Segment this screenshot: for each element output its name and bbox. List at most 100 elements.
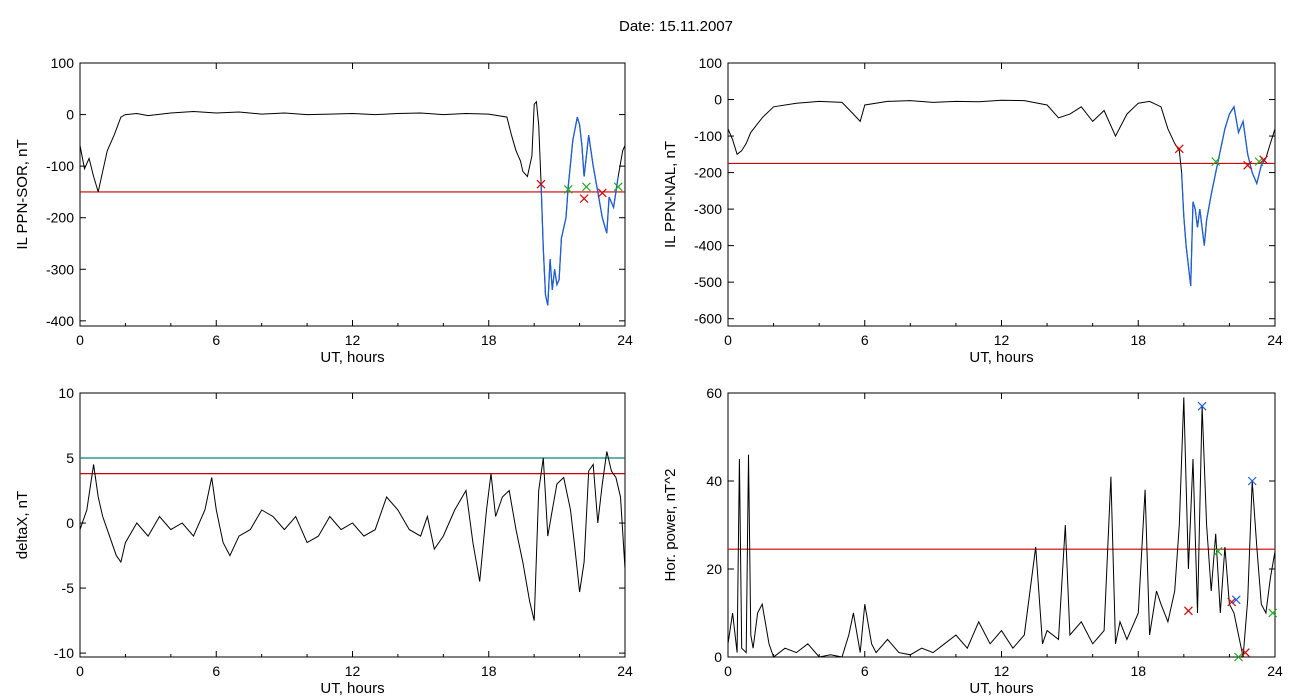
marker-stroke xyxy=(1254,157,1264,167)
plot-frame xyxy=(79,392,626,658)
marker-green xyxy=(581,182,591,192)
marker-stroke xyxy=(1243,160,1253,170)
marker-stroke xyxy=(1259,155,1269,165)
marker-green xyxy=(613,182,623,192)
x-tick-label: 0 xyxy=(76,332,84,348)
marker-stroke xyxy=(1213,546,1223,556)
marker-stroke xyxy=(1211,157,1221,167)
x-tick-label: 12 xyxy=(994,663,1010,679)
y-tick-label: -5 xyxy=(62,580,75,596)
x-tick-label: 24 xyxy=(1267,332,1283,348)
y-tick-label: 100 xyxy=(699,55,723,71)
y-tick-label: -500 xyxy=(694,274,722,290)
y-tick-label: -200 xyxy=(694,165,722,181)
y-tick-label: 5 xyxy=(66,450,74,466)
chart-panel-il-nal: 0 6 12 18 24 100 0 -100 -200 -300 -400 -500 -600 UT, … xyxy=(662,55,1283,366)
y-tick-label: -400 xyxy=(46,313,74,329)
x-tick-label: 18 xyxy=(481,663,497,679)
x-tick-label: 18 xyxy=(1130,663,1146,679)
x-tick-label: 12 xyxy=(345,663,361,679)
y-tick-label: -400 xyxy=(694,238,722,254)
series-line xyxy=(79,100,626,306)
marker-red xyxy=(1259,155,1269,165)
y-tick-label: 20 xyxy=(706,561,722,577)
y-tick-label: -600 xyxy=(694,311,722,327)
y-tick-label: -10 xyxy=(54,645,74,661)
marker-stroke xyxy=(1197,401,1207,411)
x-axis-label: UT, hours xyxy=(320,349,384,366)
marker-stroke xyxy=(1174,144,1184,154)
y-tick-label: -300 xyxy=(694,201,722,217)
marker-stroke xyxy=(536,179,546,189)
marker-stroke xyxy=(1183,606,1193,616)
series-line xyxy=(727,397,1276,658)
series-line xyxy=(79,451,626,621)
marker-stroke xyxy=(1247,476,1257,486)
y-tick-label: 60 xyxy=(706,385,722,401)
marker-green xyxy=(1211,157,1221,167)
x-tick-label: 24 xyxy=(617,332,633,348)
plot-frame xyxy=(79,62,626,327)
page-title: Date: 15.11.2007 xyxy=(619,18,733,35)
marker-stroke xyxy=(597,188,607,198)
y-tick-label: 0 xyxy=(66,107,74,123)
y-tick-label: 0 xyxy=(714,649,722,665)
marker-red xyxy=(1240,648,1250,658)
marker-stroke xyxy=(1231,595,1241,605)
x-tick-label: 24 xyxy=(1267,663,1283,679)
marker-stroke xyxy=(579,194,589,204)
chart-panel-hor-power: 0 6 12 18 24 60 40 20 0 UT, hours Hor. power, nT^2 xyxy=(662,385,1283,697)
y-tick-label: -300 xyxy=(46,261,74,277)
marker-green xyxy=(1268,608,1278,618)
y-tick-label: 100 xyxy=(51,55,75,71)
marker-green xyxy=(1254,157,1264,167)
x-tick-label: 18 xyxy=(481,332,497,348)
highlight-segment xyxy=(1180,105,1267,286)
x-axis-label: UT, hours xyxy=(969,349,1033,366)
x-tick-label: 24 xyxy=(617,663,633,679)
marker-stroke xyxy=(1268,608,1278,618)
marker-red xyxy=(1243,160,1253,170)
marker-red xyxy=(1174,144,1184,154)
y-tick-label: -100 xyxy=(694,128,722,144)
marker-blue xyxy=(1231,595,1241,605)
x-tick-label: 0 xyxy=(724,663,732,679)
marker-green xyxy=(1234,652,1243,662)
plot-frame xyxy=(727,392,1276,658)
chart-panel-il-sor: 0 6 12 18 24 100 0 -100 -200 -300 -400 UT, hours IL … xyxy=(14,55,633,366)
x-tick-label: 12 xyxy=(345,332,361,348)
y-axis-label: deltaX, nT xyxy=(14,491,31,559)
x-tick-label: 6 xyxy=(212,332,220,348)
x-tick-label: 0 xyxy=(724,332,732,348)
marker-green xyxy=(1213,546,1223,556)
y-tick-label: -100 xyxy=(46,158,74,174)
y-axis-label: IL PPN-NAL, nT xyxy=(662,141,679,248)
marker-stroke xyxy=(1227,597,1237,607)
marker-red xyxy=(536,179,546,189)
x-axis-label: UT, hours xyxy=(969,680,1033,697)
marker-red xyxy=(1227,597,1237,607)
y-tick-label: -200 xyxy=(46,210,74,226)
marker-green xyxy=(563,184,573,194)
x-tick-label: 6 xyxy=(212,663,220,679)
y-tick-label: 40 xyxy=(706,473,722,489)
marker-red xyxy=(597,188,607,198)
highlight-segment xyxy=(540,116,619,306)
marker-red xyxy=(1183,606,1193,616)
marker-stroke xyxy=(581,182,591,192)
x-tick-label: 6 xyxy=(861,332,869,348)
marker-stroke xyxy=(613,182,623,192)
chart-panel-deltax: 0 6 12 18 24 10 5 0 -5 -10 UT, hours deltaX, nT xyxy=(14,385,633,697)
x-tick-label: 6 xyxy=(861,663,869,679)
y-tick-label: 0 xyxy=(714,92,722,108)
y-tick-label: 0 xyxy=(66,515,74,531)
marker-red xyxy=(579,194,589,204)
marker-stroke xyxy=(1234,652,1243,662)
series-line xyxy=(727,99,1276,286)
y-tick-label: 10 xyxy=(58,385,74,401)
y-axis-label: IL PPN-SOR, nT xyxy=(14,139,31,249)
marker-blue xyxy=(1247,476,1257,486)
x-tick-label: 0 xyxy=(76,663,84,679)
x-tick-label: 18 xyxy=(1130,332,1146,348)
